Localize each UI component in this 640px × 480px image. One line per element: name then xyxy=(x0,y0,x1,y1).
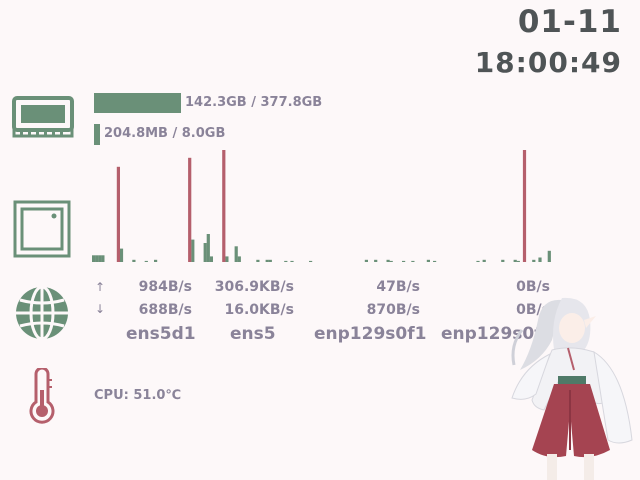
net-down-ens5d1: 688B/s xyxy=(138,302,192,318)
download-arrow-icon: ↓ xyxy=(95,302,106,316)
iface-enp129s0f1: enp129s0f1 xyxy=(314,324,427,344)
io-read-bar xyxy=(513,259,517,262)
io-read-bar xyxy=(290,260,294,262)
io-write-bar xyxy=(222,150,226,262)
ram-usage-label: 142.3GB / 377.8GB xyxy=(185,95,323,110)
io-write-bar xyxy=(116,166,120,262)
io-read-bar xyxy=(411,260,415,262)
io-read-bar xyxy=(237,256,241,262)
io-write-bar xyxy=(188,157,192,262)
net-up-ens5: 306.9KB/s xyxy=(214,279,294,295)
globe-icon xyxy=(16,286,68,340)
disk-io-chart xyxy=(92,150,551,262)
io-read-bar xyxy=(209,256,213,262)
io-read-bar xyxy=(389,260,393,262)
io-read-bar xyxy=(144,260,148,262)
io-read-bar xyxy=(203,243,207,262)
io-read-bar xyxy=(364,259,368,262)
upload-arrow-icon: ↑ xyxy=(95,280,106,294)
io-read-bar xyxy=(516,260,520,262)
io-read-bar xyxy=(402,260,406,262)
net-up-enp129s0f0: 0B/s xyxy=(516,279,550,295)
swap-usage-bar xyxy=(94,124,100,145)
io-read-bar xyxy=(206,234,210,262)
io-read-bar xyxy=(101,255,105,262)
ram-usage-bar xyxy=(94,93,181,113)
io-read-bar xyxy=(284,260,288,262)
io-read-bar xyxy=(547,250,551,262)
date-display: 01-11 xyxy=(517,4,622,40)
io-read-bar xyxy=(268,259,272,262)
io-read-bar xyxy=(154,259,158,262)
io-read-bar xyxy=(386,259,390,262)
io-read-bar xyxy=(482,259,486,262)
net-down-ens5: 16.0KB/s xyxy=(224,302,294,318)
net-down-enp129s0f1: 870B/s xyxy=(366,302,420,318)
net-up-enp129s0f1: 47B/s xyxy=(376,279,420,295)
cpu-temperature: CPU: 51.0℃ xyxy=(94,388,182,403)
io-read-bar xyxy=(476,260,480,262)
io-read-bar xyxy=(95,255,99,262)
io-read-bar xyxy=(309,260,313,262)
io-read-bar xyxy=(256,259,260,262)
io-read-bar xyxy=(225,256,229,262)
time-display: 18:00:49 xyxy=(474,46,622,79)
thermometer-icon xyxy=(29,368,55,424)
iface-ens5d1: ens5d1 xyxy=(126,324,196,344)
io-read-bar xyxy=(532,259,536,262)
iface-ens5: ens5 xyxy=(230,324,276,344)
io-read-bar xyxy=(191,239,195,262)
anime-character-illustration xyxy=(511,297,633,480)
io-read-bar xyxy=(265,259,269,262)
net-up-ens5d1: 984B/s xyxy=(138,279,192,295)
io-read-bar xyxy=(426,259,430,262)
swap-usage-label: 204.8MB / 8.0GB xyxy=(104,126,226,141)
io-read-bar xyxy=(501,259,505,262)
io-write-bar xyxy=(522,150,527,262)
iface-enp129s0f0: enp129s0f0 xyxy=(441,324,554,344)
io-read-bar xyxy=(374,259,378,262)
io-read-bar xyxy=(538,257,542,262)
disk-icon xyxy=(13,200,71,258)
io-read-bar xyxy=(234,246,238,262)
io-read-bar xyxy=(92,255,96,262)
memory-icon xyxy=(12,96,74,138)
io-read-bar xyxy=(98,255,102,262)
io-read-bar xyxy=(433,260,437,262)
io-read-bar xyxy=(132,259,136,262)
io-read-bar xyxy=(119,248,124,262)
